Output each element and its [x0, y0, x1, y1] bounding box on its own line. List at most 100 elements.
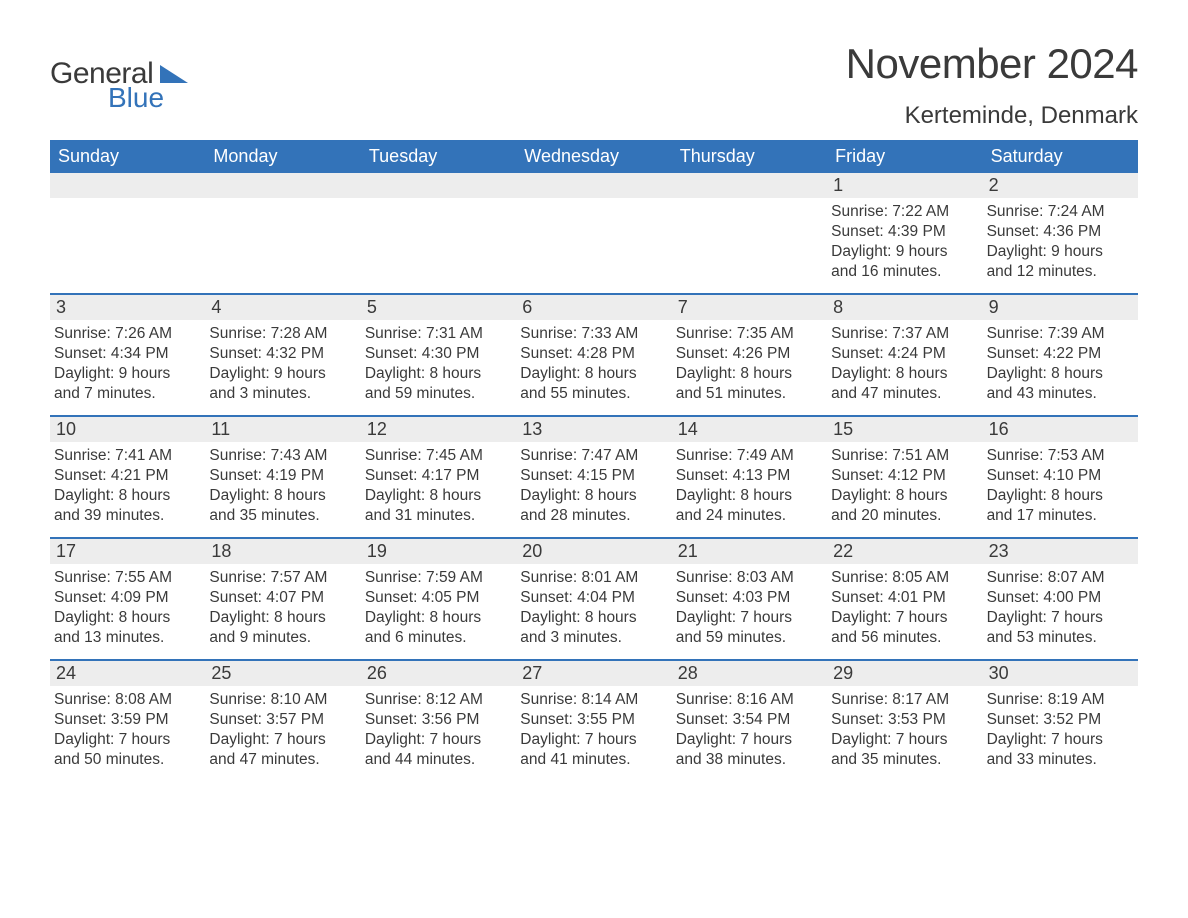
day-sunset: Sunset: 4:39 PM [831, 222, 978, 242]
day-dl1: Daylight: 8 hours [831, 486, 978, 506]
day-number: 27 [516, 661, 671, 686]
day-dl2: and 50 minutes. [54, 750, 201, 770]
day-cell: 17Sunrise: 7:55 AMSunset: 4:09 PMDayligh… [50, 539, 205, 659]
day-dl2: and 41 minutes. [520, 750, 667, 770]
day-dl1: Daylight: 8 hours [987, 486, 1134, 506]
day-number-empty [516, 173, 671, 198]
day-number: 29 [827, 661, 982, 686]
day-number: 18 [205, 539, 360, 564]
day-number: 14 [672, 417, 827, 442]
day-dl1: Daylight: 7 hours [365, 730, 512, 750]
location-subtitle: Kerteminde, Denmark [846, 102, 1138, 130]
day-sunset: Sunset: 4:01 PM [831, 588, 978, 608]
day-sunrise: Sunrise: 7:41 AM [54, 446, 201, 466]
day-details: Sunrise: 8:01 AMSunset: 4:04 PMDaylight:… [516, 564, 671, 653]
day-details: Sunrise: 7:28 AMSunset: 4:32 PMDaylight:… [205, 320, 360, 409]
day-dl1: Daylight: 7 hours [520, 730, 667, 750]
day-dl1: Daylight: 9 hours [831, 242, 978, 262]
day-sunset: Sunset: 4:36 PM [987, 222, 1134, 242]
weekday-header-cell: Wednesday [516, 140, 671, 173]
day-details: Sunrise: 8:17 AMSunset: 3:53 PMDaylight:… [827, 686, 982, 775]
weekday-header-cell: Monday [205, 140, 360, 173]
day-details: Sunrise: 8:05 AMSunset: 4:01 PMDaylight:… [827, 564, 982, 653]
day-sunset: Sunset: 4:19 PM [209, 466, 356, 486]
day-cell: 14Sunrise: 7:49 AMSunset: 4:13 PMDayligh… [672, 417, 827, 537]
day-sunset: Sunset: 4:05 PM [365, 588, 512, 608]
day-cell [361, 173, 516, 293]
day-cell: 21Sunrise: 8:03 AMSunset: 4:03 PMDayligh… [672, 539, 827, 659]
day-dl2: and 6 minutes. [365, 628, 512, 648]
day-sunrise: Sunrise: 8:12 AM [365, 690, 512, 710]
day-sunset: Sunset: 3:53 PM [831, 710, 978, 730]
day-details: Sunrise: 7:33 AMSunset: 4:28 PMDaylight:… [516, 320, 671, 409]
day-details: Sunrise: 7:45 AMSunset: 4:17 PMDaylight:… [361, 442, 516, 531]
day-details: Sunrise: 7:49 AMSunset: 4:13 PMDaylight:… [672, 442, 827, 531]
day-sunrise: Sunrise: 7:57 AM [209, 568, 356, 588]
day-sunset: Sunset: 4:17 PM [365, 466, 512, 486]
day-number: 2 [983, 173, 1138, 198]
day-sunset: Sunset: 4:04 PM [520, 588, 667, 608]
day-cell: 18Sunrise: 7:57 AMSunset: 4:07 PMDayligh… [205, 539, 360, 659]
day-number-empty [205, 173, 360, 198]
day-details: Sunrise: 7:51 AMSunset: 4:12 PMDaylight:… [827, 442, 982, 531]
day-cell: 1Sunrise: 7:22 AMSunset: 4:39 PMDaylight… [827, 173, 982, 293]
day-dl2: and 35 minutes. [831, 750, 978, 770]
day-sunset: Sunset: 4:12 PM [831, 466, 978, 486]
day-details: Sunrise: 8:10 AMSunset: 3:57 PMDaylight:… [205, 686, 360, 775]
day-dl1: Daylight: 7 hours [209, 730, 356, 750]
day-number: 8 [827, 295, 982, 320]
day-dl2: and 33 minutes. [987, 750, 1134, 770]
day-cell: 3Sunrise: 7:26 AMSunset: 4:34 PMDaylight… [50, 295, 205, 415]
day-dl2: and 31 minutes. [365, 506, 512, 526]
title-block: November 2024 Kerteminde, Denmark [846, 40, 1138, 130]
day-number: 24 [50, 661, 205, 686]
day-details: Sunrise: 7:35 AMSunset: 4:26 PMDaylight:… [672, 320, 827, 409]
day-number-empty [361, 173, 516, 198]
day-number: 12 [361, 417, 516, 442]
day-details: Sunrise: 7:47 AMSunset: 4:15 PMDaylight:… [516, 442, 671, 531]
day-dl1: Daylight: 8 hours [365, 486, 512, 506]
day-number: 7 [672, 295, 827, 320]
day-sunrise: Sunrise: 7:37 AM [831, 324, 978, 344]
day-details: Sunrise: 7:37 AMSunset: 4:24 PMDaylight:… [827, 320, 982, 409]
day-dl2: and 3 minutes. [520, 628, 667, 648]
day-dl1: Daylight: 8 hours [54, 486, 201, 506]
day-sunrise: Sunrise: 7:31 AM [365, 324, 512, 344]
day-cell: 11Sunrise: 7:43 AMSunset: 4:19 PMDayligh… [205, 417, 360, 537]
day-dl1: Daylight: 8 hours [676, 364, 823, 384]
day-dl2: and 9 minutes. [209, 628, 356, 648]
day-dl2: and 59 minutes. [676, 628, 823, 648]
day-details: Sunrise: 8:12 AMSunset: 3:56 PMDaylight:… [361, 686, 516, 775]
day-cell: 24Sunrise: 8:08 AMSunset: 3:59 PMDayligh… [50, 661, 205, 781]
weekday-header-row: SundayMondayTuesdayWednesdayThursdayFrid… [50, 140, 1138, 173]
day-dl2: and 3 minutes. [209, 384, 356, 404]
day-number: 25 [205, 661, 360, 686]
day-cell: 27Sunrise: 8:14 AMSunset: 3:55 PMDayligh… [516, 661, 671, 781]
day-dl1: Daylight: 7 hours [831, 608, 978, 628]
day-dl2: and 53 minutes. [987, 628, 1134, 648]
day-cell: 7Sunrise: 7:35 AMSunset: 4:26 PMDaylight… [672, 295, 827, 415]
day-number: 19 [361, 539, 516, 564]
day-sunrise: Sunrise: 7:39 AM [987, 324, 1134, 344]
day-dl2: and 59 minutes. [365, 384, 512, 404]
day-sunrise: Sunrise: 8:14 AM [520, 690, 667, 710]
day-details: Sunrise: 8:14 AMSunset: 3:55 PMDaylight:… [516, 686, 671, 775]
day-dl1: Daylight: 7 hours [831, 730, 978, 750]
calendar-week: 24Sunrise: 8:08 AMSunset: 3:59 PMDayligh… [50, 659, 1138, 781]
day-number: 5 [361, 295, 516, 320]
day-sunset: Sunset: 4:21 PM [54, 466, 201, 486]
day-dl1: Daylight: 8 hours [209, 608, 356, 628]
day-dl1: Daylight: 7 hours [54, 730, 201, 750]
day-details: Sunrise: 7:31 AMSunset: 4:30 PMDaylight:… [361, 320, 516, 409]
day-sunrise: Sunrise: 8:08 AM [54, 690, 201, 710]
weekday-header-cell: Thursday [672, 140, 827, 173]
day-sunrise: Sunrise: 7:28 AM [209, 324, 356, 344]
day-number: 6 [516, 295, 671, 320]
day-dl1: Daylight: 8 hours [54, 608, 201, 628]
day-dl1: Daylight: 8 hours [676, 486, 823, 506]
day-dl2: and 51 minutes. [676, 384, 823, 404]
day-number: 23 [983, 539, 1138, 564]
day-sunrise: Sunrise: 7:33 AM [520, 324, 667, 344]
day-details: Sunrise: 7:22 AMSunset: 4:39 PMDaylight:… [827, 198, 982, 287]
calendar: SundayMondayTuesdayWednesdayThursdayFrid… [50, 140, 1138, 781]
